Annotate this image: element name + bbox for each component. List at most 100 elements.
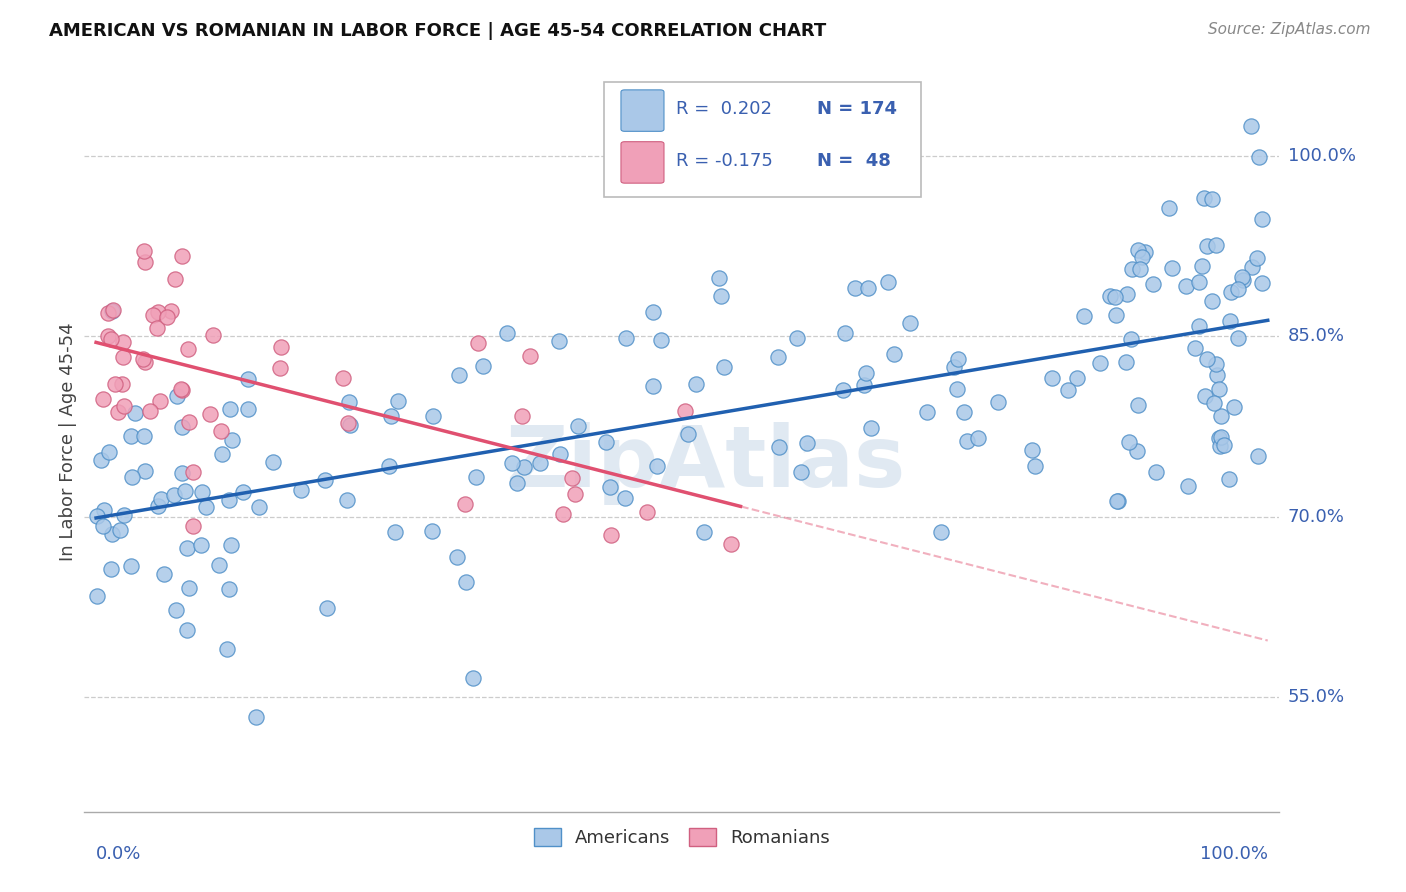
Point bbox=[149, 394, 172, 409]
Text: 100.0%: 100.0% bbox=[1288, 146, 1355, 165]
Point bbox=[1227, 282, 1250, 296]
Point bbox=[1128, 398, 1150, 412]
Point bbox=[177, 582, 200, 596]
Point bbox=[217, 641, 239, 656]
Point bbox=[510, 409, 533, 423]
Point bbox=[1160, 261, 1182, 276]
Point bbox=[174, 483, 197, 498]
Point bbox=[987, 395, 1010, 409]
Point bbox=[693, 524, 716, 539]
Point bbox=[337, 395, 360, 409]
Point bbox=[108, 523, 131, 537]
Y-axis label: In Labor Force | Age 45-54: In Labor Force | Age 45-54 bbox=[59, 322, 77, 561]
Point bbox=[1201, 294, 1223, 309]
Point bbox=[93, 503, 115, 517]
Point bbox=[207, 558, 229, 572]
Text: 70.0%: 70.0% bbox=[1288, 508, 1344, 525]
Point bbox=[713, 359, 735, 374]
Point bbox=[643, 379, 665, 393]
Point bbox=[159, 304, 181, 318]
Point bbox=[1188, 318, 1211, 333]
FancyBboxPatch shape bbox=[621, 142, 664, 183]
Point bbox=[1107, 493, 1129, 508]
Point bbox=[179, 415, 201, 429]
Point bbox=[176, 541, 198, 556]
Point bbox=[97, 328, 120, 343]
Point bbox=[860, 421, 883, 435]
Point bbox=[844, 281, 866, 295]
Point bbox=[1057, 383, 1080, 397]
Point bbox=[165, 272, 187, 286]
Point bbox=[501, 456, 523, 470]
Point bbox=[132, 429, 155, 443]
Point bbox=[270, 340, 292, 354]
Point bbox=[1205, 357, 1227, 371]
Point bbox=[548, 334, 571, 348]
Point bbox=[1205, 237, 1227, 252]
Point bbox=[929, 524, 952, 539]
Point bbox=[107, 405, 129, 419]
Point bbox=[1174, 278, 1197, 293]
Text: R = -0.175: R = -0.175 bbox=[676, 152, 773, 170]
Point bbox=[378, 459, 401, 474]
Point bbox=[1230, 270, 1253, 285]
Point bbox=[247, 500, 270, 514]
Point bbox=[513, 459, 536, 474]
Point bbox=[1177, 479, 1199, 493]
Point bbox=[709, 271, 731, 285]
Point bbox=[198, 407, 221, 421]
Point bbox=[232, 485, 254, 500]
Point bbox=[1247, 450, 1270, 464]
Point bbox=[877, 275, 900, 289]
Point bbox=[1042, 370, 1064, 384]
Point bbox=[91, 519, 114, 533]
Point bbox=[1126, 244, 1149, 258]
Point bbox=[156, 310, 179, 325]
Point bbox=[463, 671, 485, 685]
Point bbox=[1115, 355, 1137, 369]
Point bbox=[1246, 252, 1268, 266]
Legend: Americans, Romanians: Americans, Romanians bbox=[527, 821, 837, 855]
Point bbox=[195, 500, 218, 515]
Point bbox=[1098, 288, 1121, 302]
Point bbox=[834, 326, 856, 340]
Point bbox=[211, 447, 233, 461]
Point bbox=[564, 487, 586, 501]
Point bbox=[221, 538, 243, 552]
Point bbox=[191, 485, 214, 500]
Point bbox=[104, 376, 127, 391]
Point bbox=[1249, 150, 1271, 164]
Point bbox=[710, 289, 733, 303]
Point bbox=[387, 394, 409, 409]
Point bbox=[1208, 382, 1230, 396]
Point bbox=[1142, 277, 1164, 291]
Point bbox=[599, 479, 621, 493]
Point bbox=[1130, 250, 1153, 264]
Point bbox=[131, 351, 153, 366]
Point bbox=[685, 377, 707, 392]
Point bbox=[790, 465, 813, 479]
Point bbox=[170, 384, 193, 398]
Point bbox=[953, 405, 976, 419]
Point bbox=[898, 316, 921, 330]
Text: 0.0%: 0.0% bbox=[96, 846, 142, 863]
Point bbox=[1107, 493, 1129, 508]
Point bbox=[97, 444, 120, 458]
Point bbox=[176, 624, 198, 638]
Point bbox=[332, 371, 354, 385]
Point bbox=[134, 255, 156, 269]
Point bbox=[946, 352, 969, 367]
Point bbox=[650, 334, 672, 348]
Point bbox=[218, 582, 240, 596]
Point bbox=[132, 244, 155, 259]
Point bbox=[190, 538, 212, 552]
Point bbox=[124, 406, 146, 420]
Point bbox=[1159, 201, 1181, 215]
Point bbox=[599, 528, 621, 542]
Point bbox=[853, 377, 876, 392]
Text: R =  0.202: R = 0.202 bbox=[676, 100, 772, 118]
Point bbox=[595, 435, 617, 450]
Point bbox=[1125, 443, 1147, 458]
Point bbox=[1195, 239, 1218, 253]
Point bbox=[1184, 341, 1206, 355]
